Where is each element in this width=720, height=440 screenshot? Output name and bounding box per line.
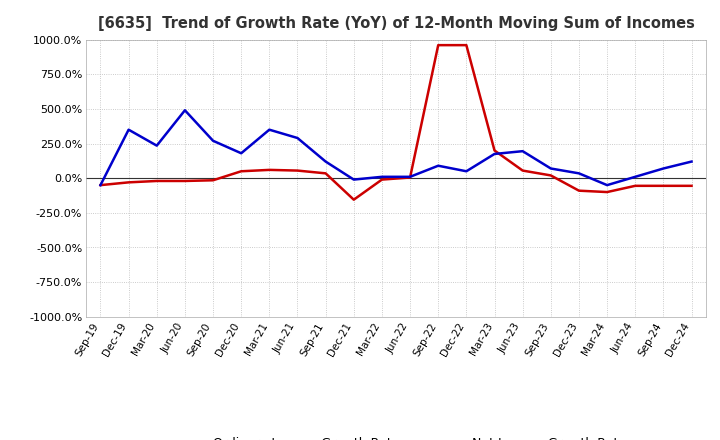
Ordinary Income Growth Rate bbox=[96, 183, 105, 188]
Ordinary Income Growth Rate bbox=[434, 163, 443, 169]
Ordinary Income Growth Rate bbox=[181, 108, 189, 113]
Net Income Growth Rate bbox=[659, 183, 667, 188]
Net Income Growth Rate bbox=[237, 169, 246, 174]
Ordinary Income Growth Rate bbox=[659, 166, 667, 171]
Ordinary Income Growth Rate bbox=[209, 138, 217, 143]
Net Income Growth Rate bbox=[181, 178, 189, 183]
Net Income Growth Rate bbox=[631, 183, 639, 188]
Ordinary Income Growth Rate bbox=[631, 174, 639, 180]
Net Income Growth Rate bbox=[546, 173, 555, 178]
Ordinary Income Growth Rate bbox=[490, 151, 499, 157]
Net Income Growth Rate bbox=[490, 148, 499, 153]
Title: [6635]  Trend of Growth Rate (YoY) of 12-Month Moving Sum of Incomes: [6635] Trend of Growth Rate (YoY) of 12-… bbox=[98, 16, 694, 32]
Ordinary Income Growth Rate bbox=[293, 136, 302, 141]
Ordinary Income Growth Rate bbox=[462, 169, 471, 174]
Ordinary Income Growth Rate bbox=[237, 150, 246, 156]
Ordinary Income Growth Rate bbox=[265, 127, 274, 132]
Ordinary Income Growth Rate bbox=[603, 183, 611, 188]
Net Income Growth Rate bbox=[603, 189, 611, 194]
Ordinary Income Growth Rate bbox=[518, 149, 527, 154]
Net Income Growth Rate bbox=[377, 177, 386, 182]
Net Income Growth Rate bbox=[293, 168, 302, 173]
Net Income Growth Rate bbox=[265, 167, 274, 172]
Ordinary Income Growth Rate bbox=[575, 171, 583, 176]
Ordinary Income Growth Rate bbox=[349, 177, 358, 182]
Ordinary Income Growth Rate bbox=[153, 143, 161, 148]
Net Income Growth Rate bbox=[125, 180, 133, 185]
Net Income Growth Rate bbox=[321, 171, 330, 176]
Net Income Growth Rate bbox=[518, 168, 527, 173]
Ordinary Income Growth Rate bbox=[687, 159, 696, 164]
Net Income Growth Rate bbox=[462, 43, 471, 48]
Net Income Growth Rate bbox=[406, 175, 415, 180]
Legend: Ordinary Income Growth Rate, Net Income Growth Rate: Ordinary Income Growth Rate, Net Income … bbox=[161, 432, 631, 440]
Ordinary Income Growth Rate bbox=[546, 166, 555, 171]
Net Income Growth Rate bbox=[434, 43, 443, 48]
Line: Net Income Growth Rate: Net Income Growth Rate bbox=[101, 45, 691, 200]
Line: Ordinary Income Growth Rate: Ordinary Income Growth Rate bbox=[101, 110, 691, 185]
Net Income Growth Rate bbox=[687, 183, 696, 188]
Net Income Growth Rate bbox=[349, 197, 358, 202]
Ordinary Income Growth Rate bbox=[125, 127, 133, 132]
Ordinary Income Growth Rate bbox=[321, 159, 330, 164]
Net Income Growth Rate bbox=[209, 178, 217, 183]
Ordinary Income Growth Rate bbox=[377, 174, 386, 180]
Net Income Growth Rate bbox=[96, 183, 105, 188]
Net Income Growth Rate bbox=[153, 178, 161, 183]
Ordinary Income Growth Rate bbox=[406, 174, 415, 180]
Net Income Growth Rate bbox=[575, 188, 583, 193]
